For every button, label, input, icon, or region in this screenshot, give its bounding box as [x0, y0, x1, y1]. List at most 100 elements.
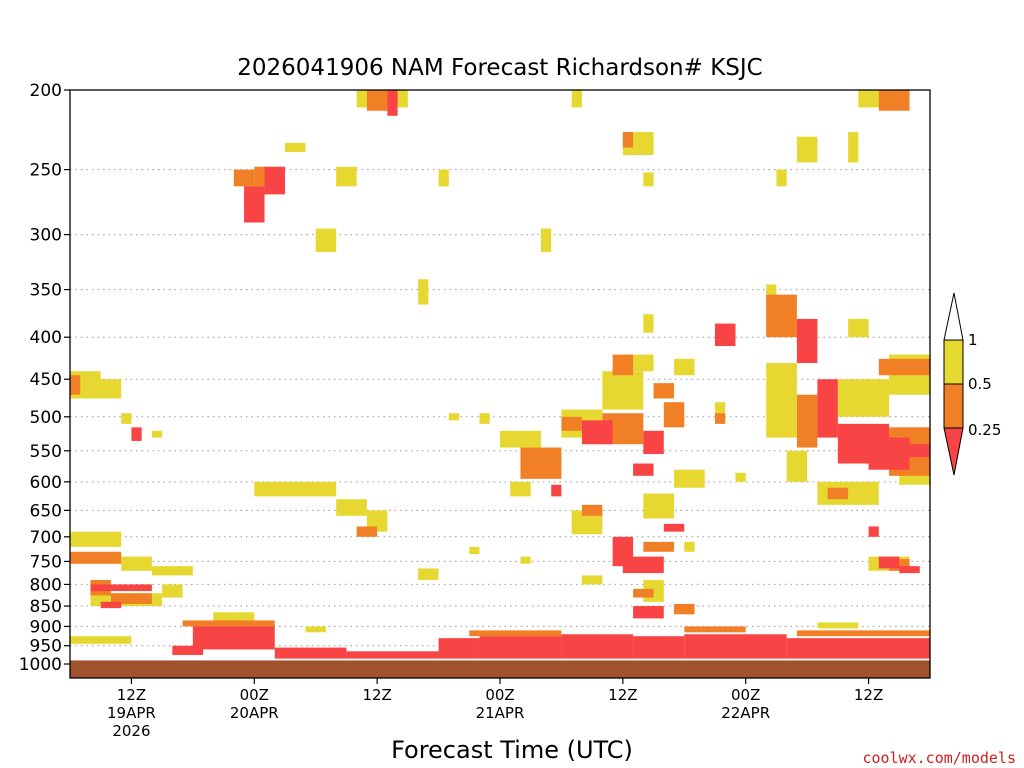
cell-s2-32	[786, 638, 930, 659]
cell-s0-23	[479, 413, 490, 424]
cell-s0-57	[70, 636, 132, 644]
cell-s2-21	[90, 584, 152, 592]
cell-s0-13	[418, 279, 429, 305]
cell-s0-29	[715, 402, 726, 417]
cell-s0-46	[151, 566, 193, 576]
cell-s0-33	[786, 450, 808, 482]
cell-s1-7	[715, 413, 726, 424]
colorbar-bottom-arrow	[943, 427, 964, 476]
cell-s2-8	[909, 444, 930, 458]
cell-s2-18	[868, 526, 879, 537]
cell-s2-25	[274, 647, 347, 659]
y-tick-label-850: 850	[30, 597, 62, 617]
cell-s1-1	[612, 354, 634, 376]
cell-s0-36	[254, 481, 337, 497]
colorbar-bin-high	[943, 339, 964, 385]
cell-s1-29	[684, 626, 746, 633]
cell-s0-45	[121, 556, 152, 571]
cell-s0-12	[540, 228, 552, 253]
cell-s1-22	[581, 504, 603, 516]
cell-s0-15	[643, 314, 654, 333]
y-tick-label-1000: 1000	[19, 655, 62, 675]
cell-s0-28	[674, 358, 695, 376]
cell-s2-20	[899, 566, 920, 574]
cell-s1-2	[878, 90, 910, 111]
cell-s0-11	[315, 228, 337, 253]
colorbar-tick-0.25: 0.25	[968, 421, 1001, 439]
cell-s0-8	[438, 169, 449, 187]
cell-s2-11	[643, 430, 664, 455]
x-tick-label-0-2: 2026	[112, 722, 150, 740]
x-tick-label-5-0: 00Z	[731, 686, 760, 704]
cell-s0-34	[817, 481, 879, 505]
x-tick-label-1-1: 20APR	[230, 704, 279, 722]
cell-s0-51	[520, 556, 531, 564]
cell-s1-4	[622, 132, 634, 148]
cell-s0-10	[776, 169, 787, 187]
y-tick-label-900: 900	[30, 617, 62, 637]
cell-s2-29	[561, 634, 634, 659]
cell-s0-41	[643, 493, 675, 519]
y-tick-label-500: 500	[30, 408, 62, 428]
cell-s2-24	[172, 645, 204, 655]
cell-s2-27	[438, 638, 480, 659]
x-tick-label-1-0: 00Z	[240, 686, 269, 704]
y-tick-label-700: 700	[30, 528, 62, 548]
chart-title: 2026041906 NAM Forecast Richardson# KSJC	[237, 55, 762, 81]
y-tick-label-250: 250	[30, 161, 62, 181]
cell-s2-10	[581, 420, 613, 445]
cell-s1-23	[643, 541, 675, 552]
cell-s1-18	[70, 551, 122, 564]
cell-s0-1	[571, 90, 582, 108]
cell-s0-38	[366, 510, 388, 532]
cell-s0-26	[602, 371, 644, 410]
cell-s1-21	[356, 526, 378, 537]
cell-s1-5	[254, 166, 265, 187]
x-axis-label: Forecast Time (UTC)	[391, 736, 633, 764]
cell-s2-2	[264, 166, 285, 195]
colorbar-top-arrow	[943, 292, 964, 341]
cell-s2-22	[100, 601, 122, 609]
cell-s1-8	[70, 375, 81, 395]
colorbar: 1 0.5 0.25	[943, 292, 1001, 476]
cell-s2-31	[684, 634, 787, 659]
cell-s0-9	[643, 172, 654, 187]
y-tick-label-200: 200	[30, 81, 62, 101]
cell-s1-26	[674, 603, 695, 615]
cell-s1-16	[796, 394, 818, 448]
cell-s1-31	[182, 620, 275, 627]
cell-s2-3	[715, 323, 736, 347]
cell-s1-12	[663, 402, 685, 428]
cell-s0-39	[510, 481, 531, 497]
cell-s2-16	[633, 606, 664, 619]
y-tick-label-800: 800	[30, 575, 62, 595]
cell-s0-59	[817, 622, 859, 629]
cell-s1-28	[469, 630, 562, 637]
x-tick-label-5-1: 22APR	[721, 704, 770, 722]
cell-s1-20	[110, 593, 152, 604]
cell-s0-43	[735, 472, 746, 482]
cell-s1-10	[561, 416, 582, 431]
cell-s2-30	[633, 636, 685, 659]
cell-s0-21	[151, 430, 163, 438]
colorbar-bin-mid	[943, 383, 964, 429]
ground-band	[70, 660, 930, 678]
cell-s1-17	[827, 487, 849, 500]
cell-s0-7	[336, 166, 357, 187]
cell-s2-13	[551, 484, 562, 497]
x-tick-label-4-0: 12Z	[608, 686, 637, 704]
plot-area	[69, 89, 931, 679]
cell-s0-54	[684, 541, 695, 552]
cell-s0-56	[213, 612, 255, 623]
cell-s0-49	[418, 568, 439, 580]
credit-link[interactable]: coolwx.com/models	[862, 749, 1016, 767]
cell-s1-30	[796, 630, 930, 637]
x-tick-label-2-0: 12Z	[362, 686, 391, 704]
cell-s0-37	[336, 499, 367, 516]
cell-s1-24	[633, 588, 654, 598]
cell-s2-9	[131, 427, 142, 441]
y-tick-label-400: 400	[30, 328, 62, 348]
y-tick-label-300: 300	[30, 226, 62, 246]
